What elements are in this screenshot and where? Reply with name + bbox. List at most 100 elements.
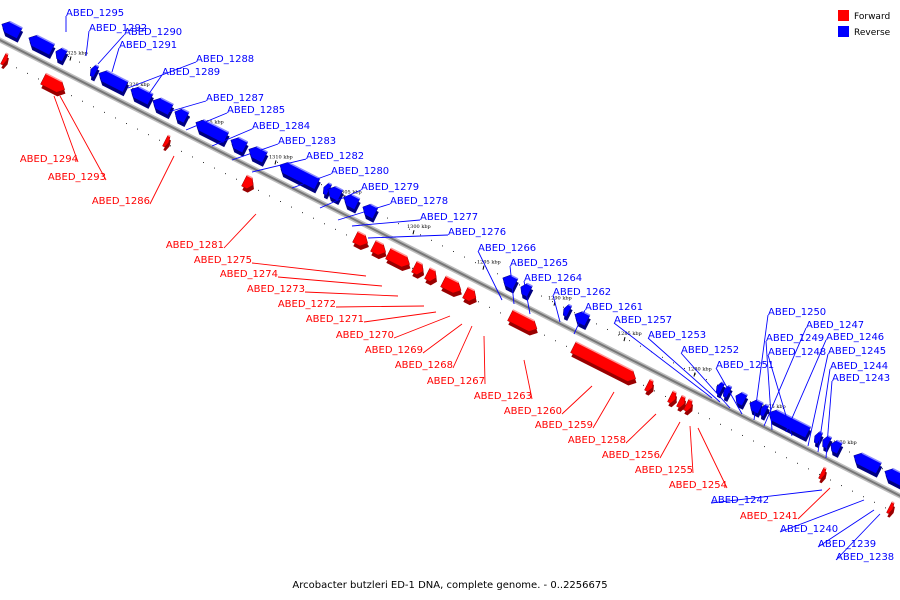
reverse-label-leader <box>319 189 362 209</box>
scale-tick-label: 1290 kbp <box>548 296 572 302</box>
forward-gene-feature <box>411 260 424 279</box>
reverse-gene-feature <box>174 108 190 128</box>
reverse-gene-feature <box>327 185 344 205</box>
forward-gene-label: ABED_1256 <box>602 450 660 461</box>
minor-tick <box>673 362 674 364</box>
minor-tick <box>849 451 850 453</box>
minor-tick <box>841 485 842 487</box>
minor-tick <box>497 273 498 275</box>
minor-tick <box>596 323 597 325</box>
reverse-label-leader <box>85 30 90 57</box>
minor-tick <box>137 128 138 130</box>
reverse-label-leader <box>477 250 503 301</box>
minor-tick <box>82 100 83 102</box>
minor-tick <box>277 161 278 163</box>
minor-tick <box>335 228 336 230</box>
minor-tick <box>181 150 182 152</box>
minor-tick <box>412 267 413 269</box>
minor-tick <box>706 379 707 381</box>
minor-tick <box>16 67 17 69</box>
scale-tick-label: 1320 kbp <box>126 82 150 88</box>
reverse-gene-feature <box>28 34 56 59</box>
forward-label-leader <box>452 325 473 369</box>
minor-tick <box>280 201 281 203</box>
forward-gene-feature <box>667 390 677 408</box>
reverse-label-leader <box>211 128 253 147</box>
minor-tick <box>519 284 520 286</box>
forward-gene-label: ABED_1273 <box>247 284 305 295</box>
reverse-gene-label: ABED_1253 <box>648 330 706 341</box>
minor-tick <box>387 217 388 219</box>
minor-tick <box>159 139 160 141</box>
minor-tick <box>750 401 751 403</box>
scale-tick-mark <box>412 230 415 235</box>
scale-tick-label: 1270 kbp <box>833 440 857 446</box>
reverse-label-leader <box>779 499 865 533</box>
reverse-gene-feature <box>830 439 844 458</box>
minor-tick <box>38 78 39 80</box>
minor-tick <box>170 145 171 147</box>
minor-tick <box>552 301 553 303</box>
minor-tick <box>555 340 556 342</box>
minor-tick <box>566 345 567 347</box>
scale-tick-label: 1285 kbp <box>618 331 642 337</box>
reverse-label-leader <box>291 173 332 189</box>
forward-gene-label: ABED_1268 <box>395 360 453 371</box>
forward-gene-label: ABED_1270 <box>336 330 394 341</box>
forward-gene-label: ABED_1293 <box>48 172 106 183</box>
reverse-gene-label: ABED_1261 <box>585 302 643 313</box>
forward-label-leader <box>483 335 486 385</box>
forward-label-leader <box>335 305 425 308</box>
reverse-gene-label: ABED_1247 <box>806 320 864 331</box>
minor-tick <box>618 334 619 336</box>
minor-tick <box>475 262 476 264</box>
forward-gene-label: ABED_1260 <box>504 406 562 417</box>
forward-label-leader <box>689 425 694 474</box>
reverse-gene-label: ABED_1249 <box>766 333 824 344</box>
scale-tick-label: 1300 kbp <box>407 224 431 230</box>
reverse-gene-label: ABED_1289 <box>162 67 220 78</box>
forward-label-leader <box>659 421 681 459</box>
reverse-gene-feature <box>768 409 812 442</box>
reverse-gene-feature <box>853 452 883 478</box>
reverse-gene-label: ABED_1238 <box>836 552 894 563</box>
forward-label-leader <box>304 291 399 297</box>
minor-tick <box>640 345 641 347</box>
reverse-gene-feature <box>195 119 230 148</box>
reverse-gene-feature <box>502 274 519 294</box>
forward-label-leader <box>59 95 107 181</box>
minor-tick <box>90 67 91 69</box>
reverse-gene-feature <box>230 136 249 157</box>
minor-tick <box>654 390 655 392</box>
reverse-gene-feature <box>759 403 770 421</box>
minor-tick <box>764 446 765 448</box>
minor-tick <box>500 312 501 314</box>
minor-tick <box>321 184 322 186</box>
minor-tick <box>753 440 754 442</box>
reverse-gene-label: ABED_1292 <box>89 23 147 34</box>
reverse-gene-label: ABED_1248 <box>768 347 826 358</box>
reverse-label-leader <box>573 309 586 335</box>
minor-tick <box>442 245 443 247</box>
legend-reverse: Reverse <box>838 26 891 38</box>
forward-gene-label: ABED_1272 <box>278 299 336 310</box>
reverse-gene-label: ABED_1283 <box>278 136 336 147</box>
reverse-label-leader <box>185 112 228 131</box>
reverse-gene-label: ABED_1295 <box>66 8 124 19</box>
reverse-label-leader <box>231 143 279 161</box>
forward-gene-feature <box>462 286 477 306</box>
reverse-gene-label: ABED_1266 <box>478 243 536 254</box>
reverse-gene-feature <box>248 145 269 167</box>
minor-tick <box>717 384 718 386</box>
forward-gene-label: ABED_1286 <box>92 196 150 207</box>
forward-gene-label: ABED_1255 <box>635 465 693 476</box>
forward-gene-feature <box>886 501 895 518</box>
reverse-label-leader <box>145 74 163 99</box>
minor-tick <box>68 56 69 58</box>
reverse-label-leader <box>351 219 421 227</box>
minor-tick <box>684 367 685 369</box>
minor-tick <box>313 217 314 219</box>
reverse-label-leader <box>817 368 831 453</box>
reverse-label-leader <box>552 294 561 323</box>
reverse-label-leader <box>509 265 515 305</box>
